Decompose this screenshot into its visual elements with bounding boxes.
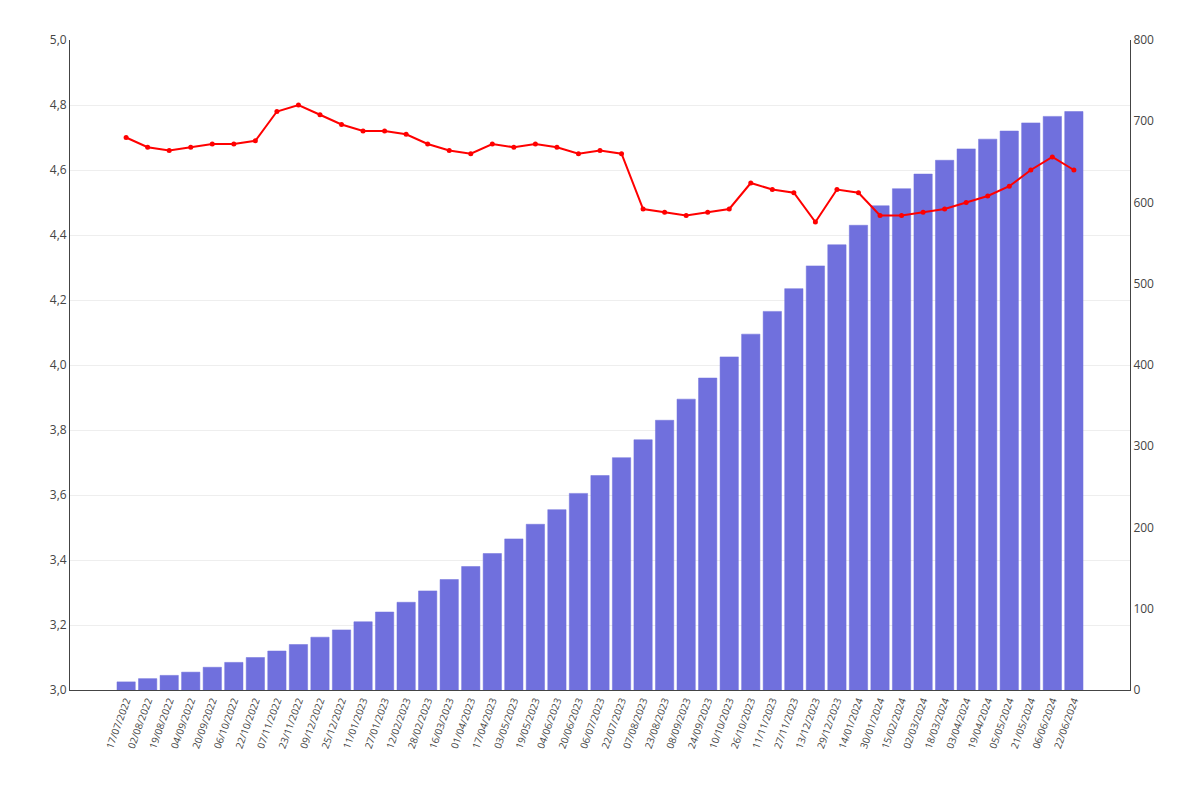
svg-text:09/12/2022: 09/12/2022 xyxy=(296,696,327,751)
svg-text:600: 600 xyxy=(1133,194,1154,211)
svg-text:01/04/2023: 01/04/2023 xyxy=(447,696,478,751)
svg-text:21/05/2024: 21/05/2024 xyxy=(1007,696,1038,751)
svg-text:23/08/2023: 23/08/2023 xyxy=(641,696,672,751)
svg-text:05/05/2024: 05/05/2024 xyxy=(985,696,1016,751)
svg-text:3,0: 3,0 xyxy=(50,681,67,698)
svg-text:23/11/2022: 23/11/2022 xyxy=(275,696,306,751)
svg-text:3,8: 3,8 xyxy=(50,421,67,438)
svg-text:100: 100 xyxy=(1133,600,1154,617)
svg-text:02/08/2022: 02/08/2022 xyxy=(124,696,155,751)
svg-text:10/10/2023: 10/10/2023 xyxy=(705,696,736,751)
svg-text:14/01/2024: 14/01/2024 xyxy=(835,696,866,751)
svg-text:500: 500 xyxy=(1133,275,1154,292)
svg-text:07/08/2023: 07/08/2023 xyxy=(619,696,650,751)
svg-text:5,0: 5,0 xyxy=(50,31,67,48)
svg-text:04/06/2023: 04/06/2023 xyxy=(533,696,564,751)
svg-text:19/04/2024: 19/04/2024 xyxy=(964,696,995,751)
svg-text:17/04/2023: 17/04/2023 xyxy=(469,696,500,751)
svg-text:3,2: 3,2 xyxy=(50,616,67,633)
svg-text:4,0: 4,0 xyxy=(50,356,67,373)
svg-text:30/01/2024: 30/01/2024 xyxy=(856,696,887,751)
svg-text:22/06/2024: 22/06/2024 xyxy=(1050,696,1081,751)
svg-text:08/09/2023: 08/09/2023 xyxy=(662,696,693,751)
svg-text:25/12/2022: 25/12/2022 xyxy=(318,696,349,751)
svg-text:27/01/2023: 27/01/2023 xyxy=(361,696,392,751)
svg-text:19/08/2022: 19/08/2022 xyxy=(145,696,176,751)
svg-text:3,4: 3,4 xyxy=(50,551,67,568)
svg-text:11/11/2023: 11/11/2023 xyxy=(749,696,780,751)
svg-text:800: 800 xyxy=(1133,31,1154,48)
svg-text:4,4: 4,4 xyxy=(50,226,67,243)
svg-text:29/12/2023: 29/12/2023 xyxy=(813,696,844,751)
svg-text:20/09/2022: 20/09/2022 xyxy=(188,696,219,751)
svg-text:3,6: 3,6 xyxy=(50,486,67,503)
svg-text:06/07/2023: 06/07/2023 xyxy=(576,696,607,751)
svg-text:4,8: 4,8 xyxy=(50,96,67,113)
svg-text:12/02/2023: 12/02/2023 xyxy=(382,696,413,751)
svg-text:07/11/2022: 07/11/2022 xyxy=(253,696,284,751)
svg-text:22/10/2022: 22/10/2022 xyxy=(232,696,263,751)
svg-text:19/05/2023: 19/05/2023 xyxy=(512,696,543,751)
svg-text:11/01/2023: 11/01/2023 xyxy=(339,696,370,751)
svg-text:4,6: 4,6 xyxy=(50,161,67,178)
svg-text:18/03/2024: 18/03/2024 xyxy=(921,696,952,751)
svg-text:13/12/2023: 13/12/2023 xyxy=(792,696,823,751)
svg-text:16/03/2023: 16/03/2023 xyxy=(425,696,456,751)
svg-text:15/02/2024: 15/02/2024 xyxy=(878,696,909,751)
svg-text:06/06/2024: 06/06/2024 xyxy=(1029,696,1060,751)
svg-text:22/07/2023: 22/07/2023 xyxy=(598,696,629,751)
svg-text:02/03/2024: 02/03/2024 xyxy=(899,696,930,751)
svg-text:03/04/2024: 03/04/2024 xyxy=(942,696,973,751)
svg-text:24/09/2023: 24/09/2023 xyxy=(684,696,715,751)
svg-text:27/11/2023: 27/11/2023 xyxy=(770,696,801,751)
svg-text:700: 700 xyxy=(1133,112,1154,129)
svg-text:17/07/2022: 17/07/2022 xyxy=(102,696,133,751)
svg-text:26/10/2023: 26/10/2023 xyxy=(727,696,758,751)
svg-text:0: 0 xyxy=(1133,681,1140,698)
svg-text:04/09/2022: 04/09/2022 xyxy=(167,696,198,751)
svg-text:400: 400 xyxy=(1133,356,1154,373)
svg-text:20/06/2023: 20/06/2023 xyxy=(555,696,586,751)
svg-text:200: 200 xyxy=(1133,519,1154,536)
svg-text:4,2: 4,2 xyxy=(50,291,67,308)
svg-text:28/02/2023: 28/02/2023 xyxy=(404,696,435,751)
svg-text:300: 300 xyxy=(1133,437,1154,454)
svg-text:03/05/2023: 03/05/2023 xyxy=(490,696,521,751)
svg-text:06/10/2022: 06/10/2022 xyxy=(210,696,241,751)
